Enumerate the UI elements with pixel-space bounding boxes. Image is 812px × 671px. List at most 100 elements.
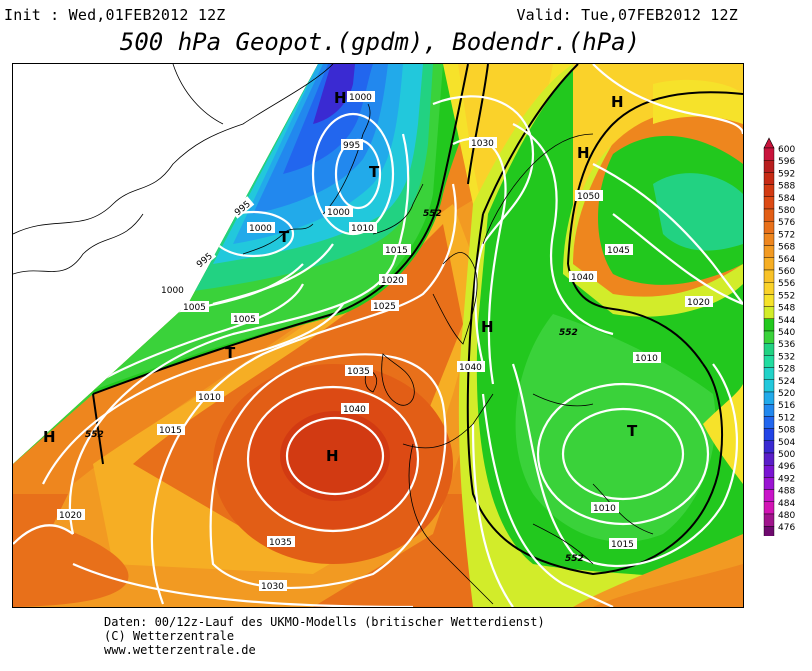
chart-title: 500 hPa Geopot.(gpdm), Bodendr.(hPa) (119, 28, 641, 56)
geopot-label-552: 552 (423, 209, 442, 219)
footer: Daten: 00/12z-Lauf des UKMO-Modells (bri… (104, 615, 545, 657)
colorbar-swatch (763, 391, 775, 405)
colorbar-tick-label: 592 (778, 169, 795, 179)
colorbar-tick-label: 524 (778, 377, 795, 387)
isobar-label-1010: 1010 (633, 352, 661, 364)
isobar-label-1015: 1015 (609, 538, 637, 550)
svg-text:1040: 1040 (459, 363, 482, 373)
colorbar-tick-label: 556 (778, 279, 795, 289)
weather-map: 1000 995 1000 1000 995 995 1000 1005 (12, 63, 744, 608)
colorbar-tick-label: 580 (778, 206, 795, 216)
svg-text:1000: 1000 (249, 224, 272, 234)
geopotential-labels: 552 552 552 552 (85, 209, 584, 564)
isobar-label-1005: 1005 (231, 313, 259, 325)
copyright-note: (C) Wetterzentrale (104, 629, 235, 643)
isobar-label-1020: 1020 (57, 509, 85, 521)
svg-text:1000: 1000 (161, 286, 184, 296)
colorbar-tick-label: 496 (778, 462, 795, 472)
svg-text:1000: 1000 (349, 93, 372, 103)
colorbar-swatch (763, 428, 775, 442)
isobar-label-1010: 1010 (349, 222, 377, 234)
high-center-marker: H (334, 89, 347, 107)
colorbar-swatch (763, 416, 775, 429)
colorbar-top-arrow (763, 137, 775, 149)
isobar-label-1035: 1035 (345, 365, 373, 377)
svg-text:1015: 1015 (611, 540, 634, 550)
colorbar-tick-label: 600 (778, 145, 795, 155)
high-center-marker: H (577, 144, 590, 162)
svg-text:1010: 1010 (635, 354, 658, 364)
svg-text:1005: 1005 (183, 303, 206, 313)
isobar-label-1045: 1045 (605, 244, 633, 256)
isobar-label-1015: 1015 (157, 424, 185, 436)
svg-text:1040: 1040 (343, 405, 366, 415)
colorbar-swatch (763, 342, 775, 356)
isobar-label-1040: 1040 (341, 403, 369, 415)
svg-text:1015: 1015 (385, 246, 408, 256)
colorbar-swatch (763, 489, 775, 503)
colorbar-tick-label: 584 (778, 194, 795, 204)
colorbar-tick-label: 504 (778, 438, 795, 448)
colorbar-swatch (763, 465, 775, 478)
colorbar-tick-label: 500 (778, 450, 795, 460)
website-link[interactable]: www.wetterzentrale.de (104, 643, 256, 657)
colorbar-tick-label: 508 (778, 426, 795, 436)
svg-text:1050: 1050 (577, 192, 600, 202)
data-source-note: Daten: 00/12z-Lauf des UKMO-Modells (bri… (104, 615, 545, 629)
svg-text:1000: 1000 (327, 208, 350, 218)
svg-text:1010: 1010 (351, 224, 374, 234)
colorbar-tick-label: 516 (778, 401, 795, 411)
colorbar-tick-label: 492 (778, 474, 795, 484)
colorbar-swatch (763, 501, 775, 515)
high-center-marker: H (43, 428, 56, 446)
colorbar-swatch (763, 269, 775, 283)
isobar-label-1020: 1020 (379, 274, 407, 286)
svg-text:1010: 1010 (593, 504, 616, 514)
svg-text:1020: 1020 (381, 276, 404, 286)
init-time: Init : Wed,01FEB2012 12Z (4, 6, 226, 24)
colorbar-tick-label: 480 (778, 511, 795, 521)
svg-text:1035: 1035 (347, 367, 370, 377)
colorbar-swatch (763, 513, 775, 527)
colorbar-tick-label: 568 (778, 243, 795, 253)
colorbar-tick-label: 488 (778, 487, 795, 497)
colorbar-swatch (763, 208, 775, 222)
colorbar-tick-label: 588 (778, 182, 795, 192)
low-center-marker: T (627, 422, 638, 440)
valid-time: Valid: Tue,07FEB2012 12Z (516, 6, 738, 24)
svg-text:995: 995 (343, 141, 360, 151)
colorbar-tick-label: 520 (778, 389, 795, 399)
pressure-labels: 1000 995 1000 1000 995 995 1000 1005 (57, 91, 713, 592)
colorbar-swatch (763, 355, 775, 368)
geopotential-552-contours (92, 64, 743, 576)
isobar-label-1005: 1005 (181, 301, 209, 313)
svg-text:1030: 1030 (471, 139, 494, 149)
isobar-label-1035: 1035 (267, 536, 295, 548)
colorbar-tick-label: 596 (778, 157, 795, 167)
colorbar-swatch (763, 184, 775, 197)
colorbar-swatch (763, 318, 775, 332)
svg-text:1045: 1045 (607, 246, 630, 256)
isobar-label-1025: 1025 (371, 300, 399, 312)
high-center-marker: H (481, 318, 494, 336)
colorbar-tick-label: 512 (778, 413, 795, 423)
isobar-label-1050: 1050 (575, 190, 603, 202)
isobar-label-1030: 1030 (259, 580, 287, 592)
colorbar-swatch (763, 196, 775, 210)
colorbar-tick-label: 548 (778, 304, 795, 314)
colorbar-tick-label: 528 (778, 365, 795, 375)
high-center-marker: H (326, 447, 339, 465)
colorbar-tick-label: 576 (778, 218, 795, 228)
isobar-label-1040: 1040 (569, 271, 597, 283)
colorbar-tick-label: 484 (778, 499, 795, 509)
colorbar-tick-label: 564 (778, 255, 795, 265)
colorbar-swatch (763, 452, 775, 466)
colorbar-swatch (763, 233, 775, 246)
colorbar-swatch (763, 440, 775, 454)
colorbar-swatch (763, 172, 775, 185)
isobar-label-1030: 1030 (469, 137, 497, 149)
color-scale-legend: 600 596 592 588 584 580 576 572 568 564 560 556 552 5… (762, 136, 810, 550)
colorbar-tick-label: 572 (778, 230, 795, 240)
colorbar-tick-label: 540 (778, 328, 795, 338)
isobar-label-1015: 1015 (383, 244, 411, 256)
